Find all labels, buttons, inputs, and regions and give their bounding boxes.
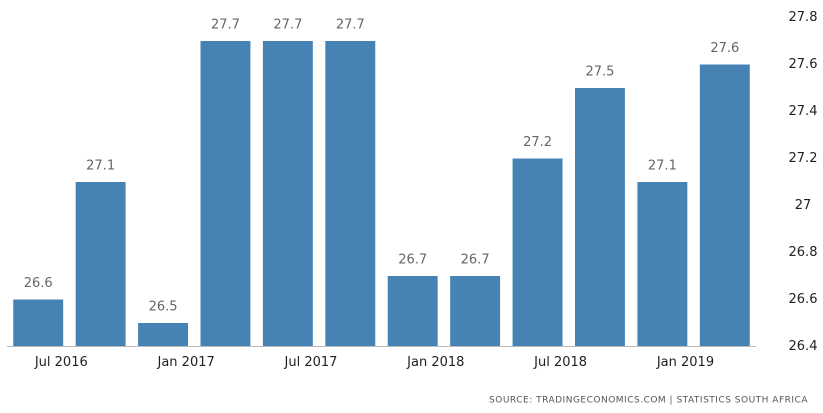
- bar: [512, 158, 563, 347]
- bar: [262, 41, 313, 347]
- x-tick-label: Jul 2016: [34, 355, 88, 370]
- y-tick-label: 27.8: [789, 10, 818, 25]
- y-tick-label: 27.2: [789, 151, 818, 166]
- y-tick-label: 27.4: [789, 104, 818, 119]
- y-tick-label: 27.6: [789, 57, 818, 72]
- bar: [574, 88, 625, 347]
- x-tick-label: Jan 2017: [157, 355, 215, 370]
- x-tick-label: Jan 2019: [656, 355, 714, 370]
- value-label: 27.6: [710, 41, 739, 56]
- y-tick-label: 26.4: [789, 339, 818, 354]
- bar: [75, 182, 126, 347]
- x-tick-label: Jul 2017: [284, 355, 338, 370]
- bar: [13, 299, 64, 347]
- bar: [200, 41, 251, 347]
- value-label: 26.7: [398, 253, 427, 268]
- value-label: 26.5: [149, 300, 178, 315]
- value-label: 26.7: [461, 253, 490, 268]
- bar: [387, 276, 438, 347]
- source: SOURCE: TRADINGECONOMICS.COM | STATISTIC…: [489, 396, 808, 406]
- value-label: 27.2: [523, 135, 552, 150]
- bar: [138, 323, 189, 347]
- value-label: 27.7: [273, 18, 302, 33]
- y-tick-label: 27: [795, 198, 812, 213]
- value-label: 27.7: [211, 18, 240, 33]
- value-label: 26.6: [24, 276, 53, 291]
- value-label: 27.7: [336, 18, 365, 33]
- y-tick-label: 26.6: [789, 292, 818, 307]
- x-tick-label: Jul 2018: [533, 355, 587, 370]
- bar: [325, 41, 376, 347]
- y-tick-label: 26.8: [789, 245, 818, 260]
- bar: [637, 182, 688, 347]
- value-label: 27.1: [648, 159, 677, 174]
- x-tick-label: Jan 2018: [406, 355, 464, 370]
- bar: [699, 64, 750, 347]
- bar: [450, 276, 501, 347]
- value-label: 27.5: [585, 65, 614, 80]
- value-label: 27.1: [86, 159, 115, 174]
